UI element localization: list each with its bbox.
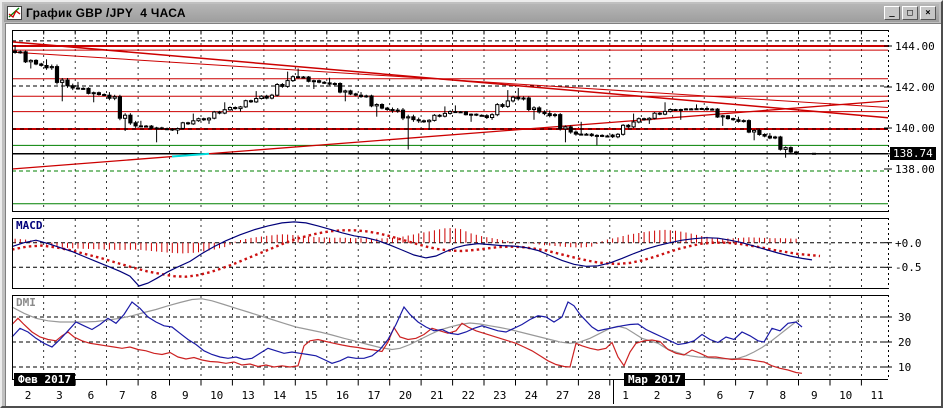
- chart-client-area[interactable]: [5, 23, 941, 406]
- chart-icon: [7, 6, 22, 20]
- maximize-button[interactable]: □: [902, 6, 918, 20]
- close-button[interactable]: ×: [920, 6, 936, 20]
- window-title: График GBP /JPY 4 ЧАСА: [26, 6, 186, 20]
- title-bar[interactable]: График GBP /JPY 4 ЧАСА _ □ ×: [4, 4, 939, 22]
- minimize-button[interactable]: _: [884, 6, 900, 20]
